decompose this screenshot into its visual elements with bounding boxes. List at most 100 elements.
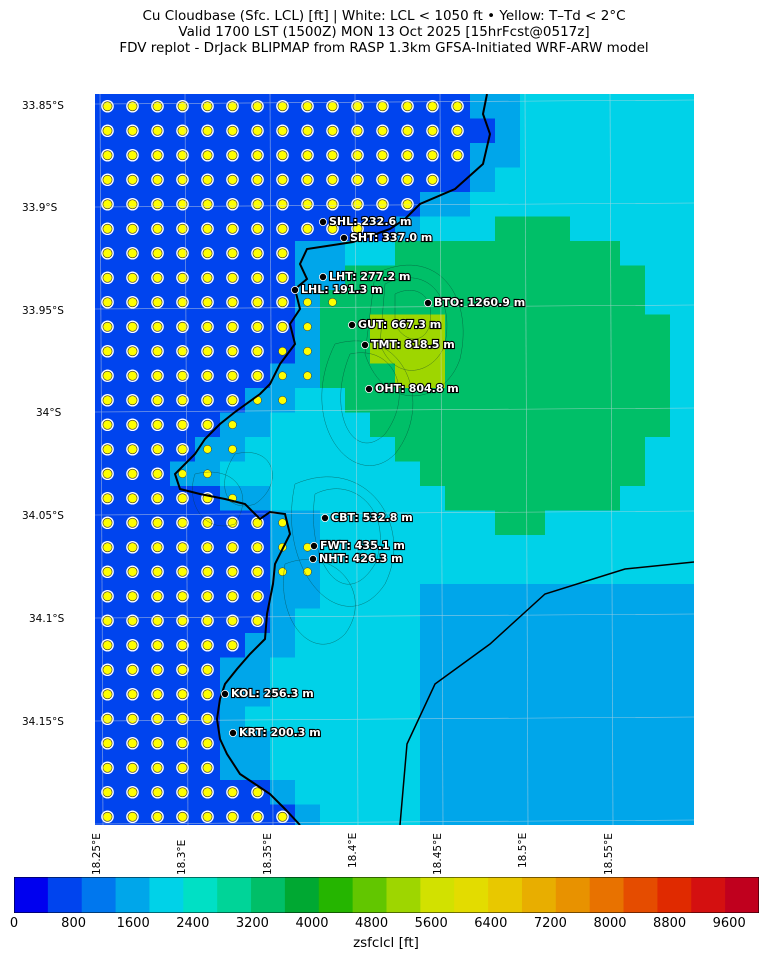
colorbar-tick-label: 0: [9, 916, 19, 931]
map-cell: [620, 486, 646, 511]
map-cell: [270, 437, 296, 462]
map-cell: [570, 241, 596, 266]
colorbar-swatch: [352, 877, 387, 913]
map-cell: [270, 608, 296, 634]
marker-yellow: [227, 150, 238, 161]
map-cell: [595, 657, 621, 683]
map-cell: [320, 780, 346, 805]
marker-yellow: [352, 150, 363, 161]
marker-yellow: [252, 346, 263, 357]
map-cell: [470, 706, 496, 732]
map-cell: [370, 608, 396, 634]
colorbar-swatch: [725, 877, 759, 913]
map-cell: [295, 486, 321, 511]
marker-yellow: [152, 640, 163, 651]
station-dot: [290, 285, 299, 294]
colorbar-swatch: [420, 877, 455, 913]
marker-yellow: [277, 125, 288, 136]
map-cell: [645, 241, 671, 266]
marker-yellow: [177, 321, 188, 332]
map-cell: [620, 706, 646, 732]
map-cell: [495, 94, 521, 119]
map-cell: [220, 461, 246, 487]
map-cell: [545, 437, 571, 462]
map-cell: [495, 780, 521, 805]
marker-yellow: [127, 125, 138, 136]
map-cell: [645, 731, 671, 756]
marker-yellow: [227, 591, 238, 602]
marker-yellow: [202, 762, 213, 773]
map-cell: [470, 731, 496, 756]
map-cell: [570, 363, 596, 389]
map-cell: [420, 804, 446, 825]
map-cell: [395, 437, 421, 462]
lon-label: 18.55°E: [603, 833, 615, 875]
map-cell: [495, 706, 521, 732]
marker-yellow: [102, 689, 113, 700]
map-cell: [670, 584, 694, 609]
map-cell: [520, 339, 546, 364]
map-cell: [470, 682, 496, 707]
marker-yellow: [252, 223, 263, 234]
map-cell: [470, 780, 496, 805]
map-cell: [545, 510, 571, 536]
map-cell: [395, 755, 421, 781]
marker-yellow: [152, 493, 163, 504]
marker-yellow: [177, 248, 188, 259]
map-cell: [645, 437, 671, 462]
map-cell: [670, 241, 694, 266]
marker-yellow: [102, 199, 113, 210]
map-cell: [645, 706, 671, 732]
map-cell: [445, 731, 471, 756]
marker-yellow: [227, 248, 238, 259]
map-cell: [470, 633, 496, 658]
map-cell: [620, 804, 646, 825]
map-cell: [320, 804, 346, 825]
marker-yellow: [427, 125, 438, 136]
map-cell: [445, 486, 471, 511]
map-cell: [620, 412, 646, 438]
colorbar-tick-label: 2400: [176, 916, 210, 931]
marker-yellow: [427, 101, 438, 112]
map-cell: [595, 339, 621, 364]
map-cell: [345, 633, 371, 658]
map-cell: [645, 780, 671, 805]
marker-yellow: [278, 396, 287, 405]
map-cell: [445, 241, 471, 266]
map-cell: [495, 363, 521, 389]
map-cell: [620, 633, 646, 658]
station-label: KOL: 256.3 m: [231, 687, 314, 700]
map-cell: [570, 731, 596, 756]
map-cell: [620, 314, 646, 340]
map-cell: [545, 143, 571, 168]
map-cell: [245, 486, 271, 511]
map-cell: [520, 682, 546, 707]
marker-yellow: [152, 787, 163, 798]
map-cell: [395, 290, 421, 315]
marker-yellow: [278, 567, 287, 576]
map-cell: [595, 780, 621, 805]
station-dot: [347, 320, 356, 329]
map-cell: [545, 780, 571, 805]
map-cell: [670, 143, 694, 168]
map-cell: [420, 608, 446, 634]
map-cell: [595, 510, 621, 536]
map-cell: [270, 657, 296, 683]
map-cell: [570, 633, 596, 658]
map-cell: [670, 608, 694, 634]
marker-yellow: [127, 811, 138, 822]
map-cell: [670, 535, 694, 560]
marker-yellow: [227, 787, 238, 798]
map-cell: [320, 731, 346, 756]
map-cell: [570, 559, 596, 585]
map-cell: [620, 339, 646, 364]
map-cell: [570, 192, 596, 217]
map-cell: [420, 241, 446, 266]
map-title-line-1: Cu Cloudbase (Sfc. LCL) [ft] | White: LC…: [142, 8, 626, 24]
map-cell: [320, 412, 346, 438]
map-cell: [445, 706, 471, 732]
map-cell: [420, 755, 446, 781]
marker-yellow: [177, 174, 188, 185]
marker-yellow: [127, 297, 138, 308]
map-cell: [595, 118, 621, 144]
